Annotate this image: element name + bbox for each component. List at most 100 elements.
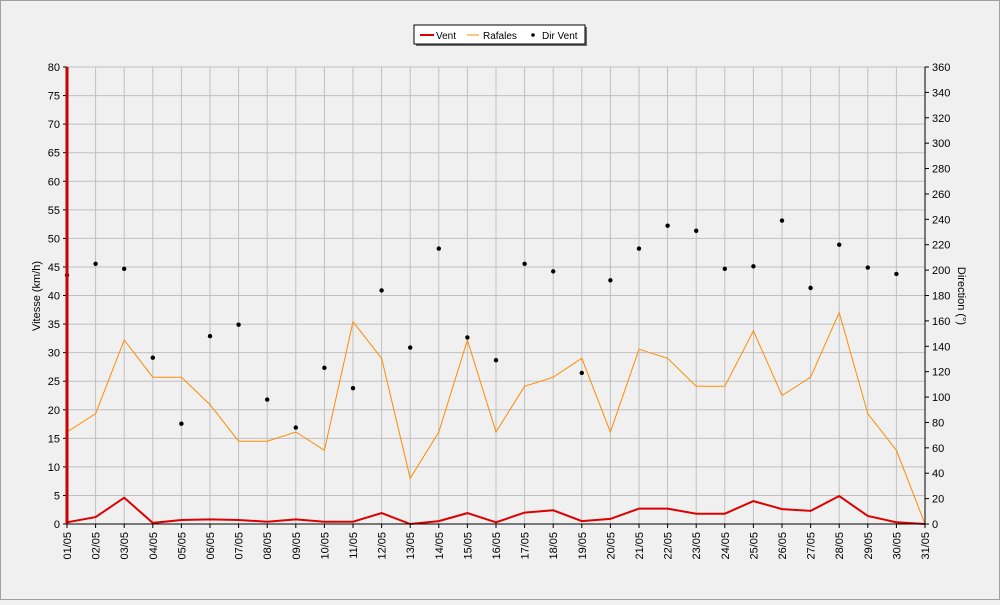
x-tick-label: 21/05 [634,532,646,560]
data-point-dir-vent [808,285,813,291]
x-tick-label: 20/05 [605,532,617,560]
data-point-dir-vent [493,358,499,363]
data-point-dir-vent [179,421,184,426]
data-point-dir-vent [122,266,127,272]
data-point-dir-vent [694,228,699,233]
x-tick-label: 12/05 [377,532,389,560]
y-left-tick-label: 5 [54,490,60,502]
data-point-dir-vent [579,370,584,376]
x-tick-label: 02/05 [91,532,103,560]
data-point-dir-vent [236,322,241,327]
data-point-dir-vent [436,246,441,251]
x-tick-label: 30/05 [891,532,903,560]
y-left-tick-label: 40 [48,291,60,303]
y-right-tick-label: 320 [932,113,950,125]
y-left-tick-label: 50 [48,233,60,245]
y-left-tick-label: 55 [48,205,60,217]
data-point-dir-vent [150,355,155,360]
data-point-dir-vent [779,218,785,223]
x-tick-label: 23/05 [691,532,703,560]
y-axis-left-title: Vitesse (km/h) [31,261,43,331]
x-tick-label: 05/05 [176,532,188,560]
x-tick-label: 09/05 [291,532,303,560]
x-tick-label: 31/05 [920,532,932,560]
data-point-dir-vent [322,365,327,371]
x-tick-label: 27/05 [806,532,818,560]
y-left-tick-label: 45 [48,262,60,274]
legend-label-dir-vent: Dir Vent [542,31,578,42]
y-right-tick-label: 120 [932,367,950,379]
x-tick-label: 10/05 [319,532,331,560]
y-left-tick-label: 25 [48,376,60,388]
x-tick-label: 03/05 [119,532,131,560]
y-left-tick-label: 80 [48,62,60,74]
x-tick-label: 14/05 [434,532,446,560]
y-right-tick-label: 160 [932,316,950,328]
x-tick-label: 08/05 [262,532,274,560]
y-left-tick-label: 10 [48,462,60,474]
y-left-tick-label: 15 [48,433,60,445]
y-right-tick-label: 0 [932,519,938,531]
x-tick-label: 11/05 [348,532,360,559]
y-left-tick-label: 70 [48,119,60,131]
x-tick-label: 04/05 [148,532,160,560]
grid-lines [67,66,925,525]
y-left-tick-label: 60 [48,176,60,188]
data-point-dir-vent [408,345,413,350]
series-line-vent [66,494,926,526]
x-tick-label: 15/05 [462,532,474,560]
legend-swatch-dir-vent [531,33,535,37]
x-tick-label: 26/05 [777,532,789,560]
y-left-tick-label: 65 [48,148,60,160]
y-right-tick-label: 200 [932,265,950,277]
x-tick-label: 22/05 [663,532,675,560]
series-layer [64,218,926,526]
y-left-tick-label: 0 [54,519,60,531]
data-point-dir-vent [894,271,899,277]
y-right-tick-label: 300 [932,138,950,150]
x-tick-label: 18/05 [548,532,560,560]
data-point-dir-vent [293,425,298,430]
y-right-tick-label: 360 [932,62,950,74]
data-point-dir-vent [551,269,556,274]
axes: 0 5 10 15 20 25 30 35 40 45 50 55 60 65 70 75 80 0 20 40 60 8… [48,62,951,560]
series-line-rafales [66,311,926,525]
legend: Vent Rafales Dir Vent [413,24,587,46]
data-point-dir-vent [751,264,756,269]
data-point-dir-vent [265,397,270,402]
data-point-dir-vent [608,278,613,283]
y-left-tick-label: 35 [48,319,60,331]
x-tick-label: 13/05 [405,532,417,560]
y-right-tick-label: 280 [932,164,950,176]
y-right-tick-label: 340 [932,87,950,99]
x-tick-label: 17/05 [520,532,532,560]
data-point-dir-vent [350,385,356,391]
legend-label-vent: Vent [436,31,456,42]
data-point-dir-vent [207,333,213,339]
y-right-tick-label: 100 [932,392,950,404]
y-right-tick-label: 80 [932,417,944,429]
legend-label-rafales: Rafales [483,31,517,42]
y-left-tick-label: 20 [48,405,60,417]
y-right-tick-label: 220 [932,240,950,252]
data-point-dir-vent [722,266,727,272]
data-point-dir-vent [865,265,870,270]
legend-box [413,24,586,45]
y-right-tick-label: 180 [932,291,950,303]
x-tick-label: 25/05 [748,532,760,560]
x-tick-label: 07/05 [234,532,246,560]
x-tick-label: 06/05 [205,532,217,560]
y-right-tick-label: 20 [932,494,944,506]
y-left-tick-label: 75 [48,91,60,103]
y-right-tick-label: 260 [932,189,950,201]
x-tick-label: 19/05 [577,532,589,560]
data-point-dir-vent [379,288,384,293]
x-tick-label: 24/05 [720,532,732,560]
data-point-dir-vent [837,242,842,247]
data-point-dir-vent [636,246,642,251]
x-tick-label: 28/05 [834,532,846,560]
data-point-dir-vent [522,261,527,266]
y-right-tick-label: 140 [932,341,950,353]
